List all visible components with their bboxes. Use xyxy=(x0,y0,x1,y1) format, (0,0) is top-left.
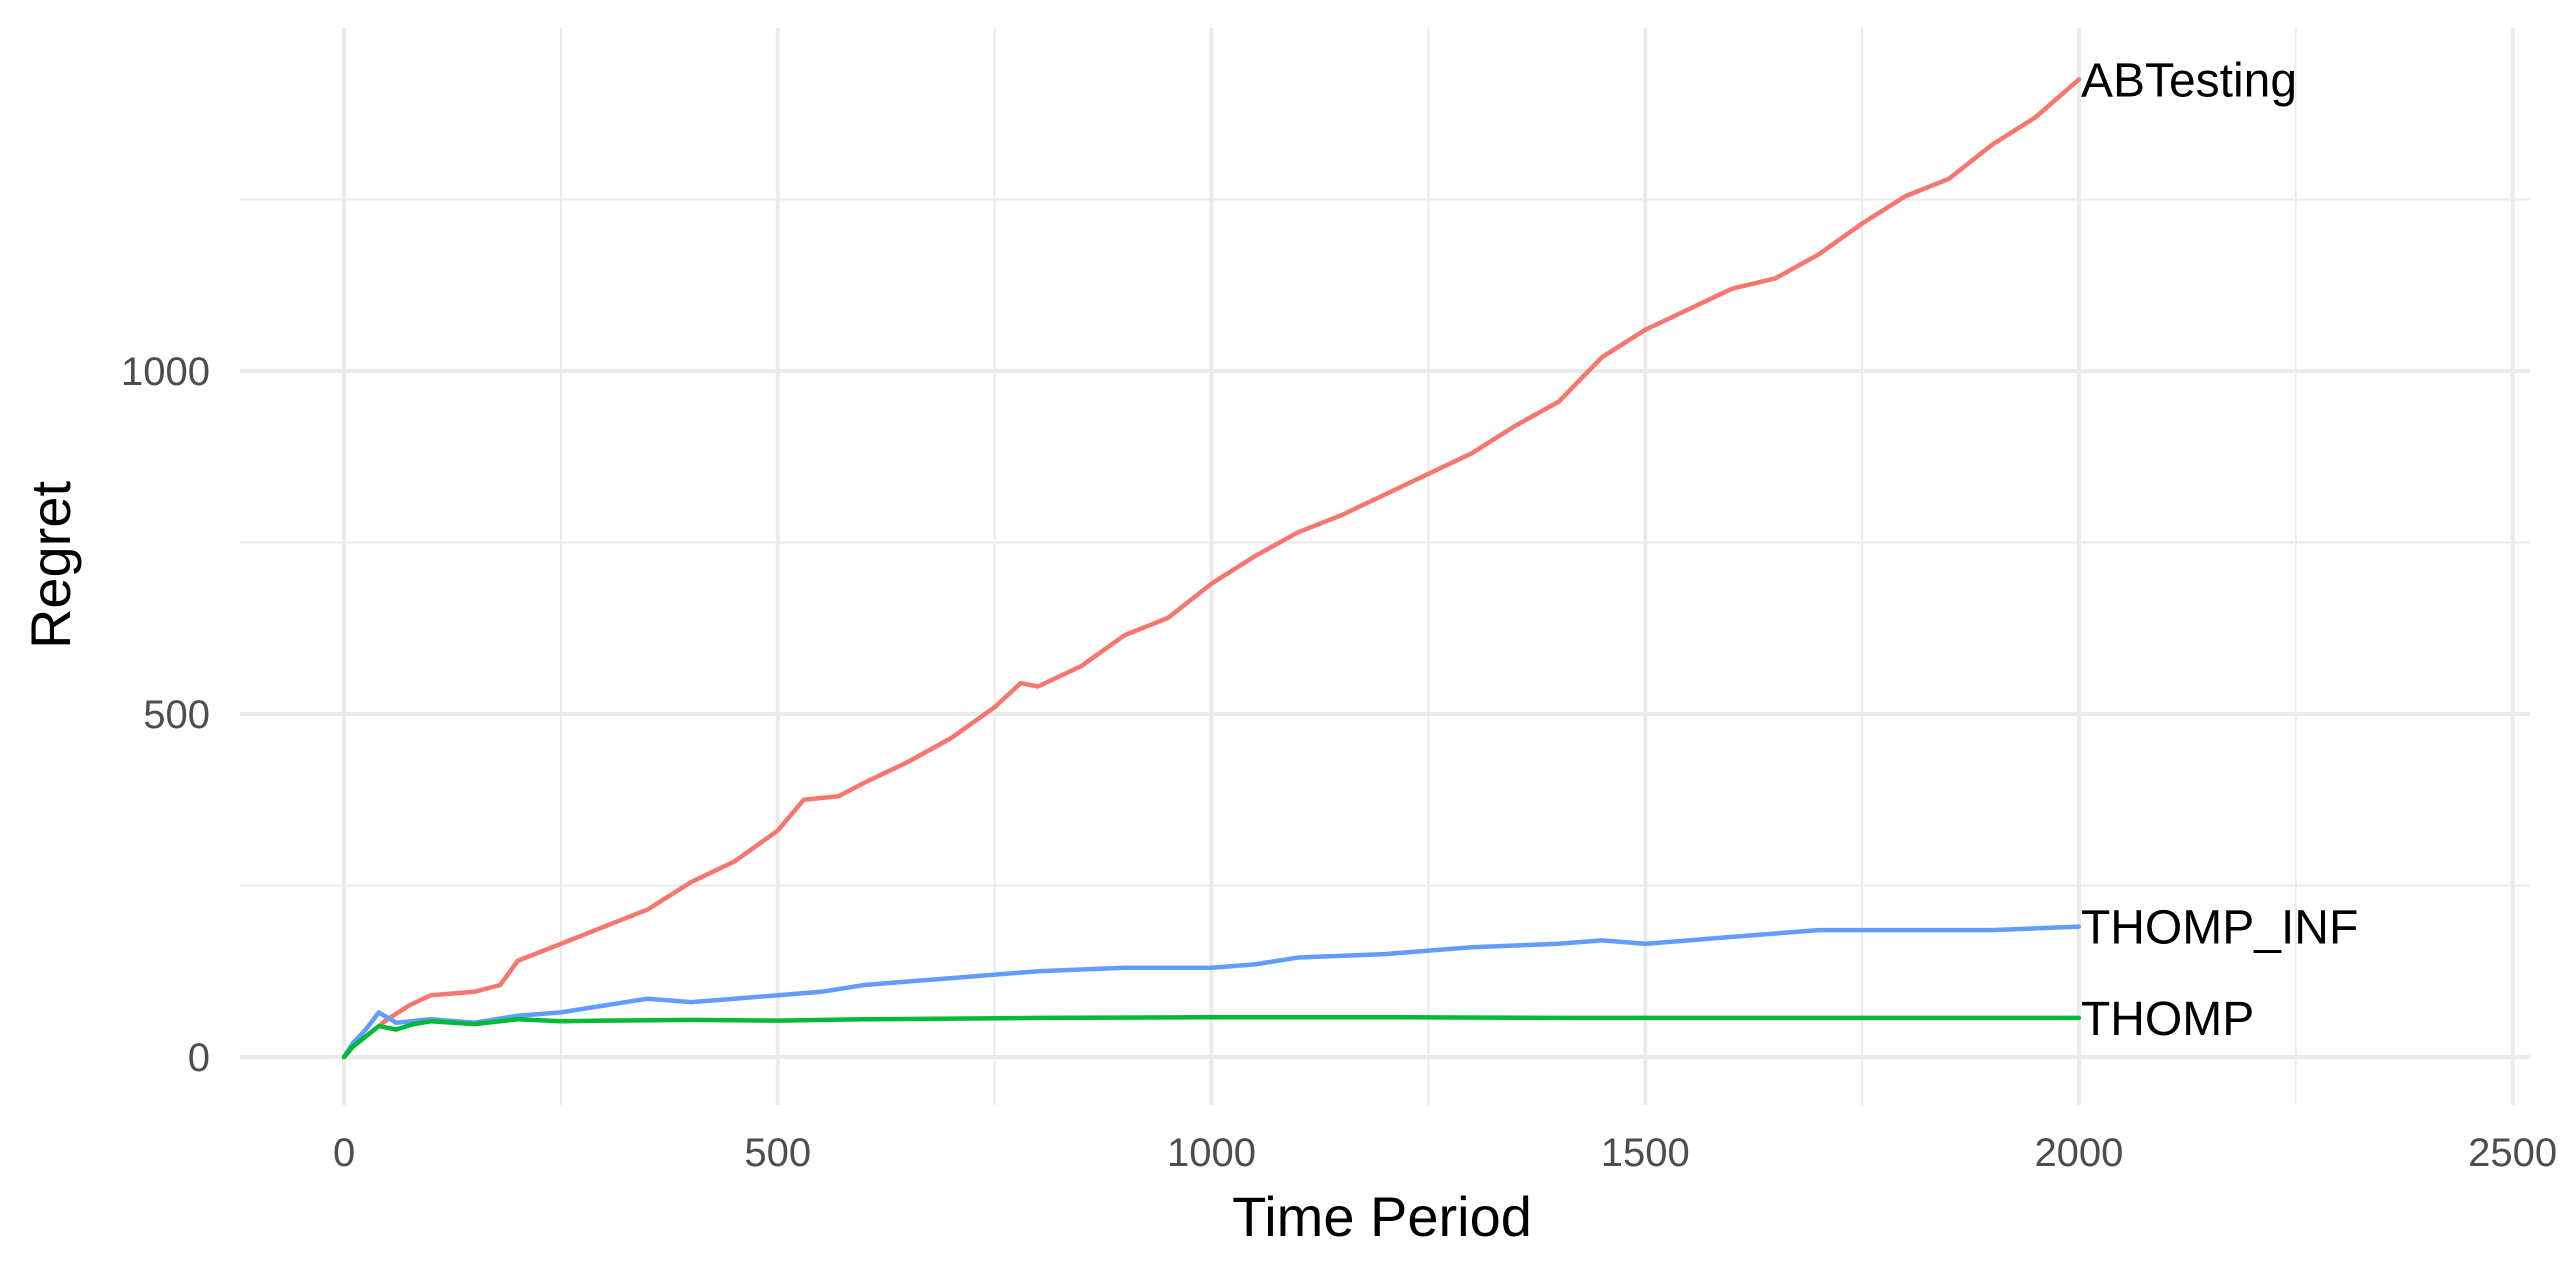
series-labels: ABTesting THOMP_INF THOMP xyxy=(2081,54,2358,1045)
x-tick-label: 1000 xyxy=(1167,1131,1256,1175)
x-tick-label: 0 xyxy=(333,1131,355,1175)
series-label-thomp-inf: THOMP_INF xyxy=(2081,902,2358,955)
x-tick-label: 1500 xyxy=(1601,1131,1690,1175)
y-tick-label: 1000 xyxy=(121,350,210,394)
series-line-thomp xyxy=(341,1014,2082,1060)
y-tick-label: 500 xyxy=(143,693,210,737)
series-label-abtesting: ABTesting xyxy=(2081,54,2297,107)
series-lines xyxy=(341,77,2082,1060)
x-tick-label: 2000 xyxy=(2034,1131,2123,1175)
y-tick-label: 0 xyxy=(188,1036,210,1080)
x-tick-label: 500 xyxy=(744,1131,811,1175)
x-tick-label: 2500 xyxy=(2468,1131,2557,1175)
tick-labels: 0 500 1000 1500 2000 2500 0 500 1000 xyxy=(121,350,2557,1175)
series-label-thomp: THOMP xyxy=(2081,993,2254,1046)
series-line-abtesting xyxy=(341,77,2082,1060)
y-axis-title: Regret xyxy=(19,481,82,650)
x-axis-title: Time Period xyxy=(1232,1185,1532,1248)
